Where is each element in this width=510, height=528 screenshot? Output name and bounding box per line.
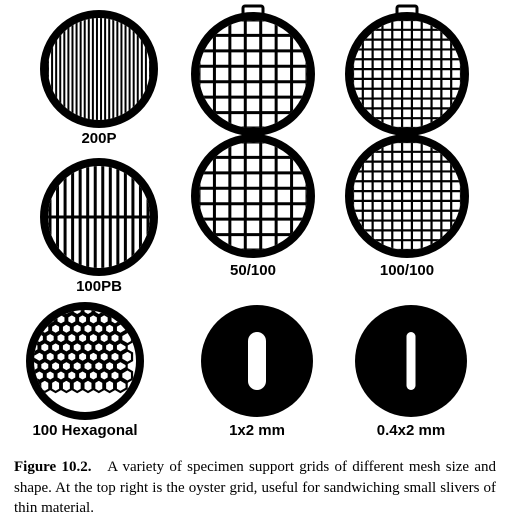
caption-lead: Figure 10.2. <box>14 459 91 475</box>
grid-slot-1x2-icon <box>198 302 316 420</box>
grid-200p: 200P <box>40 10 158 147</box>
grid-100-100: 100/100 <box>342 4 472 279</box>
grid-slot-04x2-icon <box>352 302 470 420</box>
grid-slot-04x2-label: 0.4x2 mm <box>377 422 445 439</box>
grid-slot-04x2: 0.4x2 mm <box>352 302 470 439</box>
grid-100-100-icon <box>342 4 472 262</box>
grid-100-100-label: 100/100 <box>380 262 434 279</box>
grid-hex: 100 Hexagonal <box>26 302 144 439</box>
grid-100pb: 100PB <box>40 158 158 295</box>
grid-50-100: 50/100 <box>188 4 318 279</box>
grid-slot-1x2: 1x2 mm <box>198 302 316 439</box>
figure-caption: Figure 10.2. A variety of specimen suppo… <box>14 457 496 518</box>
grid-100pb-label: 100PB <box>76 278 122 295</box>
grid-200p-icon <box>40 10 158 128</box>
grid-100pb-icon <box>40 158 158 276</box>
grid-hex-label: 100 Hexagonal <box>32 422 137 439</box>
grid-200p-label: 200P <box>81 130 116 147</box>
grid-50-100-icon <box>188 4 318 262</box>
grid-slot-1x2-label: 1x2 mm <box>229 422 285 439</box>
grid-hex-icon <box>26 302 144 420</box>
grid-50-100-label: 50/100 <box>230 262 276 279</box>
figure-10-2: 200P 100PB 50/100 <box>0 0 510 528</box>
